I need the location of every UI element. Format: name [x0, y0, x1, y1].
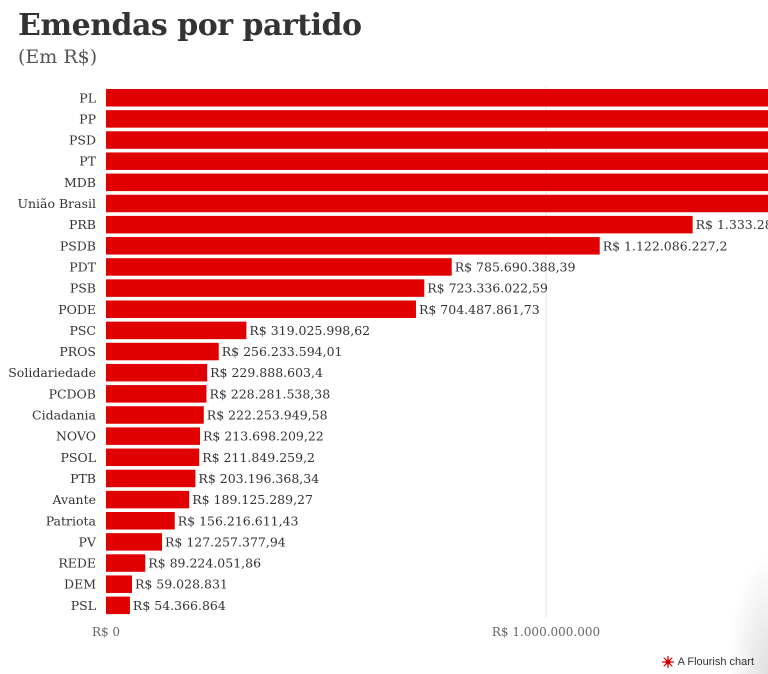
- bar: [106, 596, 130, 615]
- value-label: R$ 785.690.388,39: [455, 259, 576, 274]
- category-label: PSB: [70, 281, 96, 296]
- bar: [106, 363, 208, 382]
- bar: [106, 237, 600, 255]
- category-label: PDT: [69, 259, 96, 274]
- bar: [106, 89, 768, 107]
- bar: [106, 279, 425, 297]
- value-label: R$ 127.257.377,94: [165, 534, 286, 549]
- bar: [106, 321, 247, 340]
- bar: [106, 300, 416, 318]
- bar: [106, 512, 175, 530]
- category-label: PSOL: [60, 450, 96, 465]
- bar: [106, 194, 768, 213]
- category-label: PP: [79, 111, 96, 126]
- bar: [106, 554, 146, 572]
- category-label: PSC: [69, 323, 96, 338]
- category-label: Solidariedade: [8, 365, 96, 380]
- value-label: R$ 59.028.831: [135, 577, 228, 592]
- value-label: R$ 89.224.051,86: [148, 556, 261, 571]
- category-label: NOVO: [56, 429, 96, 444]
- value-label: R$ 256.233.594,01: [222, 344, 343, 359]
- value-label: R$ 228.281.538,38: [209, 386, 330, 401]
- category-label: PSL: [71, 598, 96, 613]
- x-tick-label: R$ 1.000.000.000: [492, 625, 600, 639]
- chart-subtitle: (Em R$): [18, 46, 98, 68]
- category-label: MDB: [64, 175, 96, 190]
- value-label: R$ 156.216.611,43: [178, 513, 299, 528]
- flourish-logo-icon: [661, 656, 674, 668]
- bar: [106, 258, 452, 276]
- bar: [106, 575, 132, 593]
- category-label: PSDB: [60, 238, 96, 253]
- bar: [106, 469, 196, 488]
- bar: [106, 342, 219, 361]
- bar: [106, 110, 768, 128]
- bar: [106, 152, 768, 170]
- value-label: R$ 704.487.861,73: [419, 302, 540, 317]
- bar: [106, 215, 693, 234]
- bar: [106, 385, 207, 403]
- bar: [106, 533, 162, 551]
- category-label: PROS: [59, 344, 96, 359]
- value-label: R$ 213.698.209,22: [203, 429, 324, 444]
- category-label: PT: [79, 154, 96, 169]
- bar: [106, 427, 201, 445]
- category-label: PSD: [69, 133, 96, 148]
- category-label: PL: [79, 90, 96, 105]
- bar: [106, 173, 768, 192]
- category-label: PCDOB: [49, 386, 96, 401]
- value-label: R$ 189.125.289,27: [192, 492, 313, 507]
- value-label: R$ 222.253.949,58: [207, 408, 328, 423]
- value-label: R$ 229.888.603,4: [210, 365, 323, 380]
- value-label: R$ 1.333.285.365,23: [696, 217, 768, 232]
- value-label: R$ 319.025.998,62: [249, 323, 370, 338]
- chart-title: Emendas por partido: [18, 8, 362, 43]
- flourish-credit[interactable]: A Flourish chart: [661, 656, 754, 668]
- x-tick-label: R$ 0: [92, 625, 120, 639]
- category-label: Avante: [51, 492, 96, 507]
- bar: [106, 490, 190, 509]
- value-label: R$ 211.849.259,2: [202, 450, 315, 465]
- value-label: R$ 203.196.368,34: [198, 471, 319, 486]
- category-label: DEM: [64, 577, 96, 592]
- category-label: PTB: [70, 471, 96, 486]
- value-label: R$ 1.122.086.227,2: [603, 238, 728, 253]
- value-label: R$ 723.336.022,59: [427, 281, 548, 296]
- category-label: Cidadania: [32, 408, 97, 423]
- category-label: PRB: [69, 217, 96, 232]
- value-label: R$ 54.366.864: [133, 598, 226, 613]
- category-label: Patriota: [46, 513, 97, 528]
- bar: [106, 131, 768, 149]
- category-label: PV: [79, 534, 97, 549]
- category-label: União Brasil: [17, 196, 96, 211]
- bar: [106, 448, 200, 467]
- category-label: REDE: [58, 556, 96, 571]
- category-label: PODE: [58, 302, 96, 317]
- credit-text: A Flourish chart: [677, 656, 754, 668]
- bar: [106, 406, 204, 424]
